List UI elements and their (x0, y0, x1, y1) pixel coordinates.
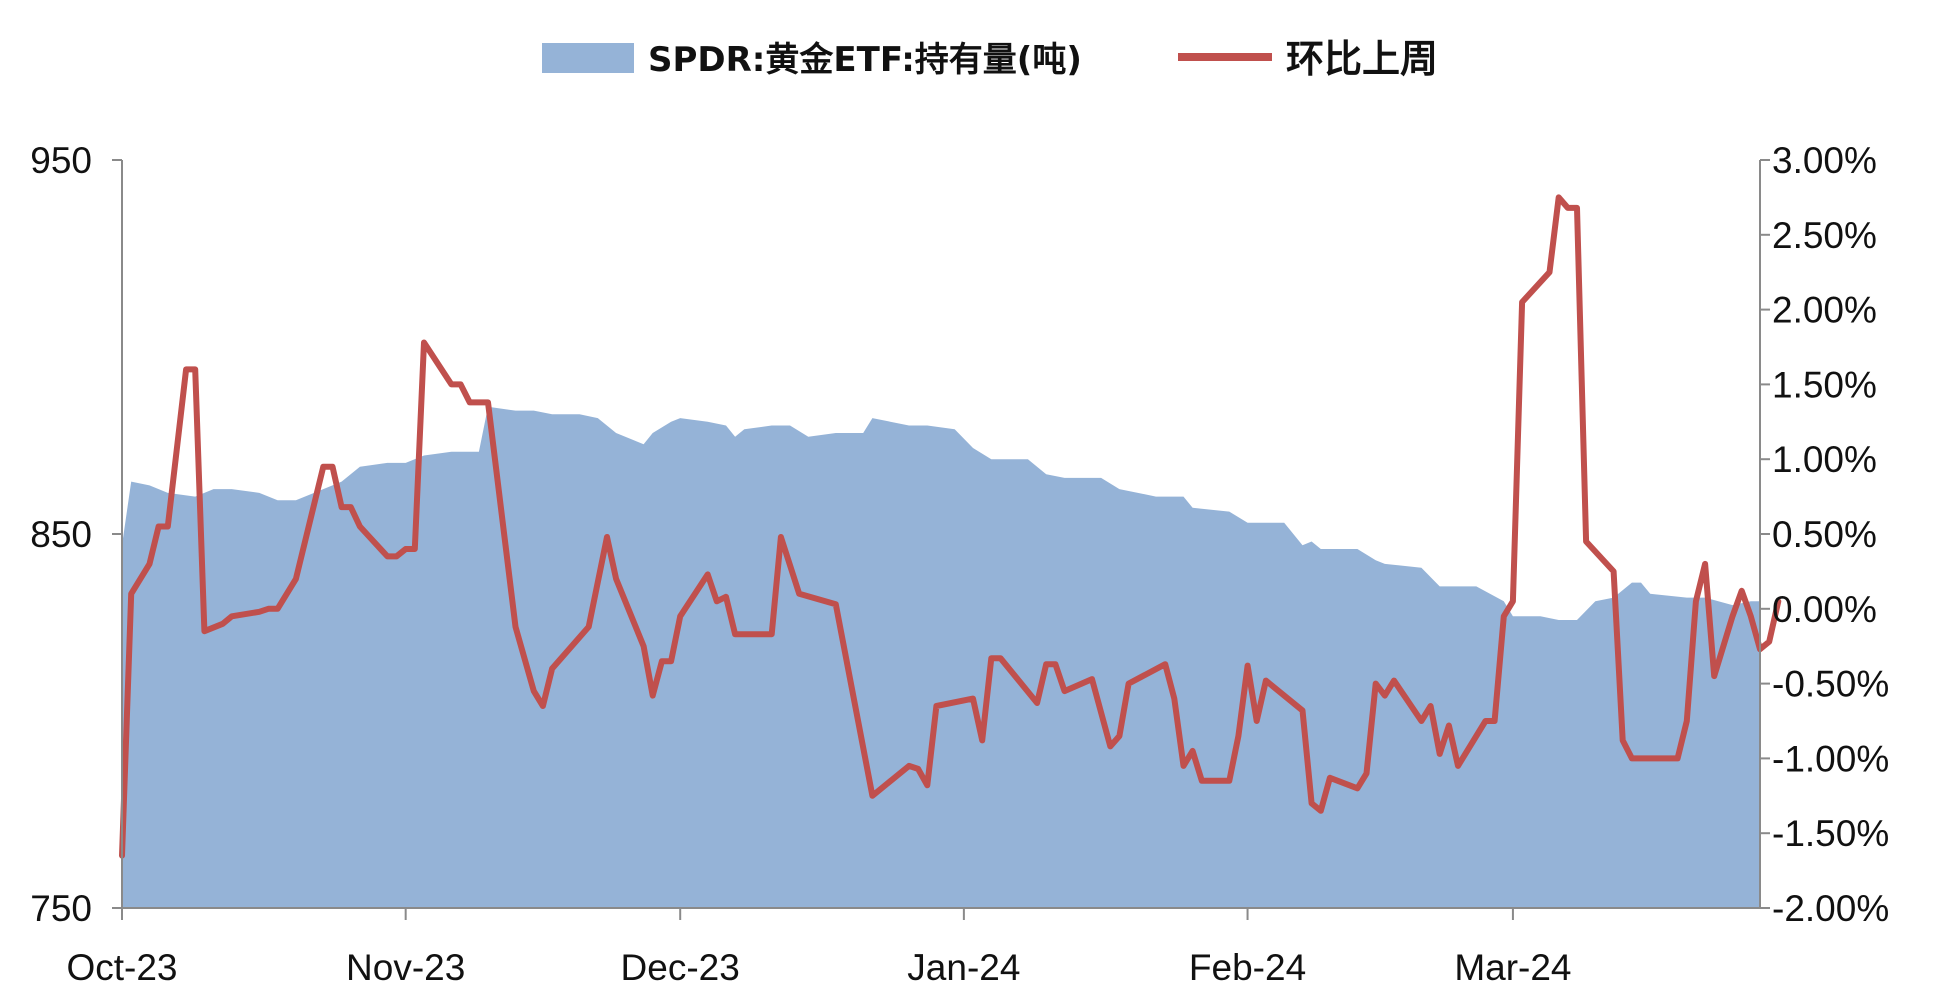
x-tick-label: Nov-23 (346, 947, 465, 988)
line-series-wow-change (119, 194, 1782, 859)
right-tick-label: 0.50% (1772, 514, 1877, 555)
right-tick-label: 3.00% (1772, 140, 1877, 181)
axes: 750 850 950 -2.00% -1.50% -1.00% -0.50% 0.00% 0… (30, 140, 1889, 988)
legend-label-line: 环比上周 (1286, 37, 1438, 81)
right-axis-ticks: -2.00% -1.50% -1.00% -0.50% 0.00% 0.50% 1.00% 1… (1760, 140, 1889, 929)
x-axis-ticks: Oct-23 Nov-23 Dec-23 Jan-24 Feb-24 Mar-24 (66, 908, 1572, 988)
legend-swatch-area (542, 43, 634, 73)
x-tick-label: Oct-23 (66, 947, 177, 988)
x-tick-label: Mar-24 (1454, 947, 1571, 988)
right-tick-label: -0.50% (1772, 664, 1889, 705)
right-tick-label: -2.00% (1772, 888, 1889, 929)
left-tick-label: 950 (30, 140, 92, 181)
right-tick-label: 0.00% (1772, 589, 1877, 630)
left-axis-ticks: 750 850 950 (30, 140, 122, 929)
plot-area (119, 194, 1782, 908)
right-tick-label: -1.00% (1772, 738, 1889, 779)
legend: SPDR:黄金ETF:持有量(吨) 环比上周 (542, 37, 1438, 81)
x-tick-label: Feb-24 (1189, 947, 1306, 988)
line-series-layer (119, 194, 1782, 859)
right-tick-label: 1.50% (1772, 364, 1877, 405)
right-tick-label: 1.00% (1772, 439, 1877, 480)
right-tick-label: -1.50% (1772, 813, 1889, 854)
left-tick-label: 750 (30, 888, 92, 929)
x-tick-label: Jan-24 (907, 947, 1020, 988)
legend-label-area: SPDR:黄金ETF:持有量(吨) (648, 40, 1082, 80)
right-tick-label: 2.00% (1772, 290, 1877, 331)
left-tick-label: 850 (30, 514, 92, 555)
right-tick-label: 2.50% (1772, 215, 1877, 256)
x-tick-label: Dec-23 (621, 947, 740, 988)
